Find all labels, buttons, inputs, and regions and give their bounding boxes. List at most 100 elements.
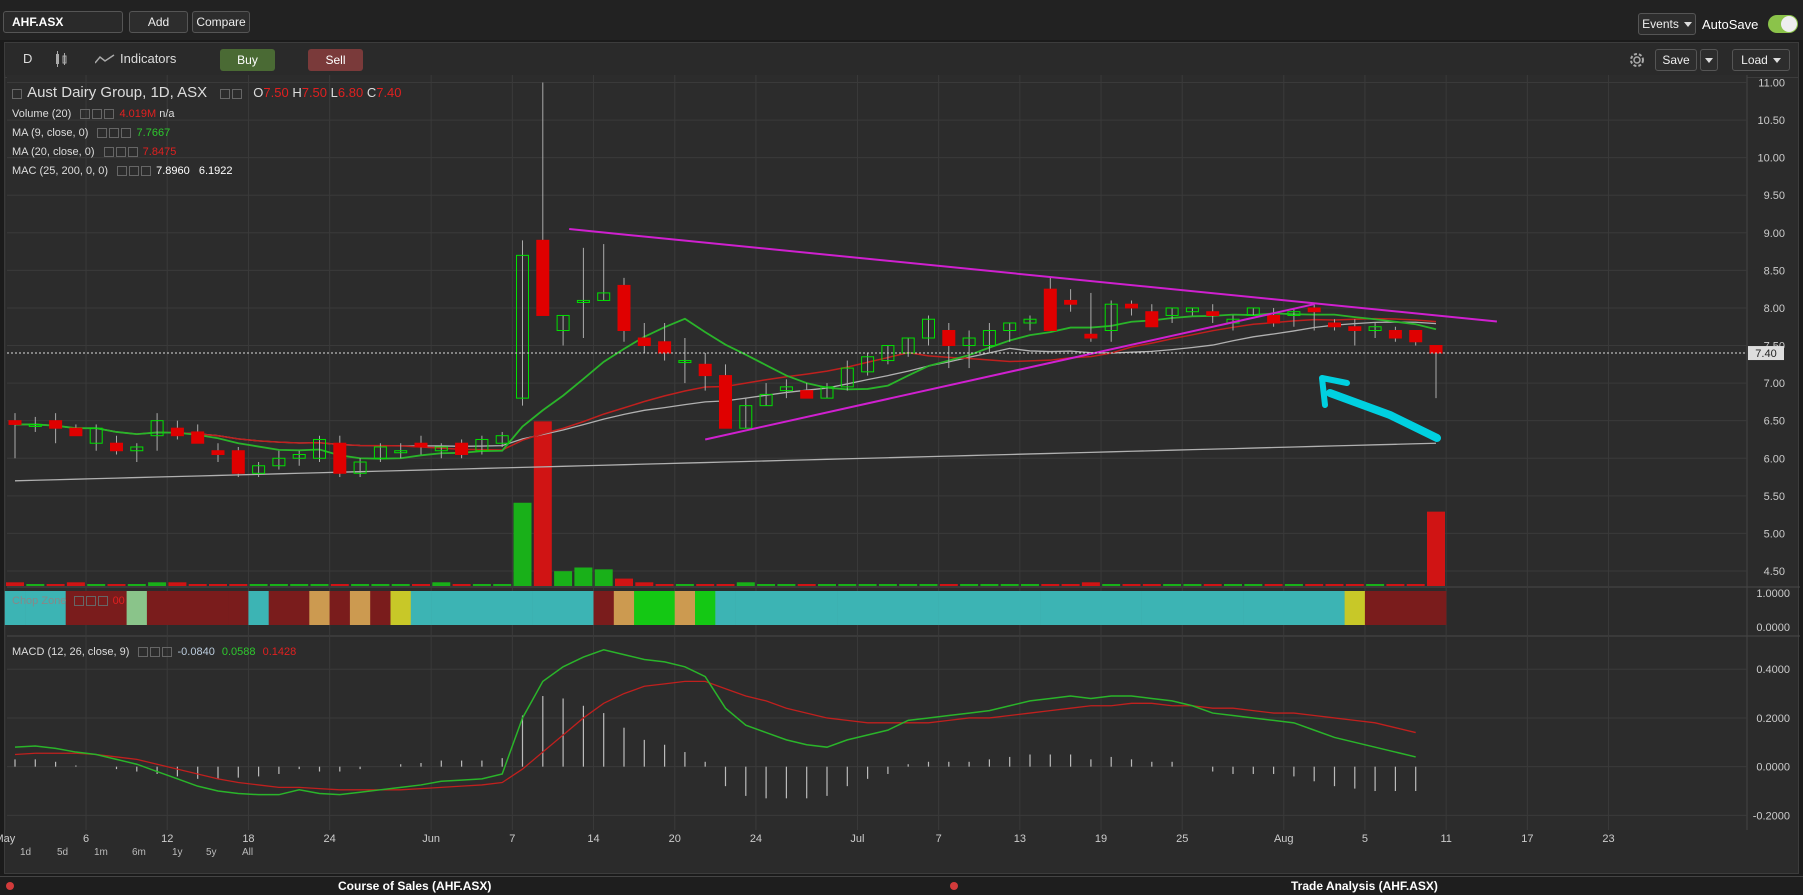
chop-zone-cell bbox=[1324, 591, 1345, 625]
chop-y-tick-label: 0.0000 bbox=[1756, 622, 1790, 634]
period-button[interactable]: D bbox=[23, 51, 33, 66]
visibility-icon[interactable] bbox=[129, 166, 140, 177]
volume-value: 4.019M bbox=[119, 108, 157, 120]
range-6m[interactable]: 6m bbox=[132, 847, 146, 858]
volume-bar bbox=[1021, 584, 1039, 586]
chop-zone-cell bbox=[938, 591, 960, 625]
close-icon[interactable] bbox=[121, 128, 132, 139]
volume-bar bbox=[351, 584, 370, 586]
range-1y[interactable]: 1y bbox=[172, 847, 183, 858]
autosave-toggle[interactable] bbox=[1768, 15, 1798, 33]
trade-analysis-tab[interactable]: Trade Analysis (AHF.ASX) bbox=[1291, 879, 1438, 893]
course-of-sales-tab[interactable]: Course of Sales (AHF.ASX) bbox=[338, 879, 492, 893]
close-icon[interactable] bbox=[127, 147, 138, 158]
macd-line bbox=[14, 648, 1416, 796]
collapse-icon[interactable] bbox=[12, 89, 22, 100]
settings-icon[interactable] bbox=[103, 147, 114, 158]
chop-zone-cell bbox=[431, 591, 452, 625]
x-tick-label: Aug bbox=[1274, 833, 1294, 845]
close-icon[interactable] bbox=[141, 166, 152, 177]
bottom-panel-bar: Course of Sales (AHF.ASX) Trade Analysis… bbox=[0, 876, 1803, 895]
chevron-down-icon bbox=[1705, 57, 1713, 63]
x-tick-label: 11 bbox=[1440, 833, 1451, 845]
candle-body bbox=[698, 363, 712, 377]
buy-button[interactable]: Buy bbox=[220, 49, 275, 71]
chop-zone-cell bbox=[857, 591, 878, 625]
candle-type-icon[interactable] bbox=[53, 51, 69, 67]
candle-body bbox=[1388, 330, 1402, 339]
chop-zone-cell bbox=[1405, 591, 1427, 625]
settings-icon[interactable] bbox=[220, 89, 231, 100]
close-icon[interactable] bbox=[104, 109, 115, 120]
visibility-icon[interactable] bbox=[85, 596, 96, 607]
chop-zone-cell bbox=[1019, 591, 1041, 625]
settings-icon[interactable] bbox=[73, 596, 84, 607]
trendline-upper bbox=[569, 228, 1497, 323]
indicators-icon[interactable] bbox=[95, 53, 115, 67]
volume-bar bbox=[148, 582, 167, 586]
candle-body bbox=[69, 427, 83, 437]
y-tick-label: 9.00 bbox=[1764, 228, 1785, 240]
indicators-button[interactable]: Indicators bbox=[120, 51, 177, 66]
add-button-label: Add bbox=[147, 15, 170, 29]
volume-bar bbox=[696, 584, 715, 586]
candle-body bbox=[536, 239, 550, 316]
y-tick-label: 10.50 bbox=[1757, 115, 1785, 127]
chart-title: Aust Dairy Group, 1D, ASX bbox=[27, 84, 208, 101]
range-5d[interactable]: 5d bbox=[57, 847, 69, 858]
chop-zone-cell bbox=[390, 591, 412, 625]
volume-bar bbox=[736, 582, 755, 586]
load-dropdown[interactable]: Load bbox=[1732, 49, 1790, 71]
y-tick-label: 7.00 bbox=[1764, 378, 1785, 390]
candle-body bbox=[455, 442, 469, 455]
save-button[interactable]: Save bbox=[1655, 49, 1697, 71]
range-1d[interactable]: 1d bbox=[20, 847, 32, 858]
candle-body bbox=[231, 450, 245, 474]
chop-zone-cell bbox=[877, 591, 899, 625]
settings-icon[interactable] bbox=[97, 128, 108, 139]
chop-zone-cell bbox=[146, 591, 168, 625]
candle-body bbox=[1064, 299, 1078, 305]
events-dropdown[interactable]: Events bbox=[1638, 13, 1696, 35]
range-all[interactable]: All bbox=[242, 847, 254, 858]
y-tick-label: 8.00 bbox=[1764, 303, 1785, 315]
settings-icon[interactable] bbox=[117, 166, 128, 177]
add-button[interactable]: Add bbox=[129, 11, 188, 33]
chevron-down-icon bbox=[1683, 21, 1692, 27]
settings-icon[interactable] bbox=[138, 647, 149, 658]
candle-body bbox=[1145, 311, 1159, 328]
high-label: H bbox=[292, 85, 302, 100]
volume-bar bbox=[1427, 511, 1445, 586]
visibility-icon[interactable] bbox=[109, 128, 120, 139]
candle-body bbox=[353, 461, 367, 474]
range-1m[interactable]: 1m bbox=[94, 847, 108, 858]
candle-body bbox=[150, 420, 164, 437]
y-tick-label: 9.50 bbox=[1764, 190, 1785, 202]
volume-bar bbox=[1122, 584, 1141, 586]
chop-zone-cell bbox=[958, 591, 980, 625]
visibility-icon[interactable] bbox=[232, 89, 243, 100]
range-5y[interactable]: 5y bbox=[206, 847, 217, 858]
sell-button[interactable]: Sell bbox=[308, 49, 363, 71]
chop-zone-cell bbox=[1202, 591, 1224, 625]
visibility-icon[interactable] bbox=[115, 147, 126, 158]
chop-zone-cell bbox=[268, 591, 290, 625]
save-options-button[interactable] bbox=[1700, 49, 1718, 71]
last-price-label: 7.40 bbox=[1755, 348, 1776, 360]
candle-body bbox=[840, 367, 854, 388]
volume-bar bbox=[493, 584, 512, 586]
visibility-icon[interactable] bbox=[150, 647, 161, 658]
gear-icon[interactable] bbox=[1627, 50, 1647, 70]
macd-histogram-value: -0.0840 bbox=[177, 646, 215, 658]
close-icon[interactable] bbox=[162, 647, 173, 658]
symbol-input[interactable] bbox=[3, 11, 123, 33]
candle-body bbox=[1348, 326, 1362, 331]
candle-body bbox=[130, 446, 144, 452]
volume-bar bbox=[878, 584, 897, 586]
close-icon[interactable] bbox=[97, 596, 108, 607]
visibility-icon[interactable] bbox=[92, 109, 103, 120]
compare-button[interactable]: Compare bbox=[192, 11, 250, 33]
macd-signal-value: 0.1428 bbox=[262, 646, 297, 658]
settings-icon[interactable] bbox=[80, 109, 91, 120]
